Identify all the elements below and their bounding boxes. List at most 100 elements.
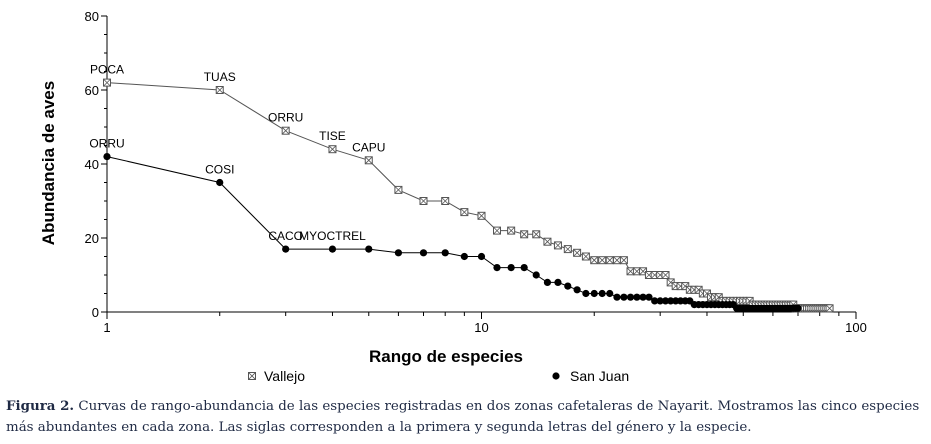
data-point — [590, 289, 598, 298]
marker-cross — [554, 241, 562, 250]
marker-cross — [532, 230, 541, 239]
annotation-label: CAPU — [352, 140, 385, 154]
marker-cross — [394, 186, 403, 194]
data-point — [103, 153, 111, 161]
data-point — [507, 264, 515, 272]
annotation-label: CACO — [268, 229, 303, 243]
marker-cross — [477, 212, 486, 220]
annotation-label: TUAS — [204, 70, 236, 84]
data-point — [460, 252, 468, 261]
marker-cross — [598, 256, 606, 264]
x-tick-label: 1 — [103, 320, 110, 335]
legend-label: San Juan — [570, 368, 629, 384]
marker-cross — [419, 197, 428, 205]
data-point — [605, 256, 614, 265]
data-point — [590, 256, 599, 265]
data-point — [282, 245, 290, 253]
data-point — [441, 197, 450, 205]
annotation-label: POCA — [90, 63, 124, 77]
data-point — [651, 297, 659, 305]
y-axis-label: Abundancia de aves — [39, 81, 58, 245]
data-point — [661, 271, 670, 279]
data-point — [493, 226, 502, 235]
data-point — [507, 226, 516, 235]
y-tick-label: 0 — [92, 305, 99, 320]
data-point — [328, 245, 337, 253]
data-point — [532, 271, 540, 279]
data-point — [656, 297, 664, 305]
data-point — [520, 230, 529, 239]
marker-cross — [666, 278, 675, 287]
marker-cross — [460, 208, 469, 216]
data-point — [216, 178, 224, 187]
data-point — [419, 197, 428, 205]
data-point — [477, 211, 486, 220]
data-point — [661, 297, 670, 305]
data-point — [554, 278, 562, 286]
data-point — [598, 256, 607, 265]
marker-cross — [620, 256, 628, 264]
y-tick-label: 60 — [85, 83, 99, 98]
data-point — [582, 289, 590, 298]
rank-abundance-chart: 0 20 40 60 80 1 10 100 POCA TUAS ORRU TISE CAPU ORRU… — [39, 9, 867, 384]
data-point — [619, 256, 628, 265]
annotation-label: ORRU — [89, 137, 124, 151]
data-point — [365, 245, 373, 253]
data-point — [553, 241, 562, 250]
data-point — [667, 297, 675, 305]
marker-cross — [639, 267, 647, 276]
marker-cross — [520, 230, 528, 239]
axes: 0 20 40 60 80 1 10 100 — [85, 9, 867, 335]
data-point — [563, 245, 572, 254]
marker-cross — [103, 78, 111, 87]
caption-text: Curvas de rango-abundancia de las especi… — [6, 399, 920, 435]
data-point — [103, 78, 111, 87]
series-line-1 — [106, 156, 798, 309]
data-point — [493, 264, 501, 272]
annotation-label: MYOCTREL — [299, 229, 366, 243]
marker-cross — [564, 245, 572, 253]
marker-cross — [573, 249, 581, 257]
data-point — [543, 278, 552, 286]
marker-cross — [590, 256, 599, 264]
figure-caption: Figura 2. Curvas de rango-abundancia de … — [6, 396, 926, 438]
marker-cross — [605, 256, 614, 264]
data-point — [794, 304, 802, 312]
annotation-label: TISE — [319, 129, 346, 143]
marker-cross — [613, 256, 621, 264]
data-point — [825, 304, 834, 313]
annotation-label: ORRU — [268, 111, 303, 125]
marker-cross — [248, 372, 256, 380]
marker-cross — [543, 237, 552, 246]
data-point — [564, 282, 572, 290]
data-point — [573, 248, 582, 257]
marker-cross — [825, 304, 834, 313]
series-lines — [106, 82, 830, 309]
marker-cross — [694, 286, 703, 294]
data-point — [573, 286, 581, 294]
data-point — [394, 249, 403, 257]
caption-label: Figura 2. — [6, 398, 75, 414]
data-point — [645, 293, 653, 301]
data-point — [419, 249, 428, 257]
data-point — [520, 264, 528, 272]
marker-cross — [328, 145, 337, 153]
marker-cross — [507, 226, 515, 235]
data-point — [364, 156, 373, 165]
x-tick-label: 10 — [474, 320, 488, 335]
data-point — [613, 293, 621, 301]
data-point — [394, 185, 403, 194]
data-point — [281, 126, 290, 135]
marker-cross — [281, 126, 290, 135]
legend-marker — [248, 372, 256, 380]
data-point — [598, 289, 606, 298]
data-point — [633, 293, 641, 301]
data-point — [581, 252, 590, 261]
annotation-label: COSI — [205, 163, 234, 177]
data-point — [639, 293, 647, 301]
marker-cross — [364, 156, 373, 165]
marker-cross — [215, 86, 224, 94]
data-point — [543, 237, 552, 246]
series-markers — [103, 78, 834, 313]
y-tick-label: 80 — [85, 9, 99, 24]
